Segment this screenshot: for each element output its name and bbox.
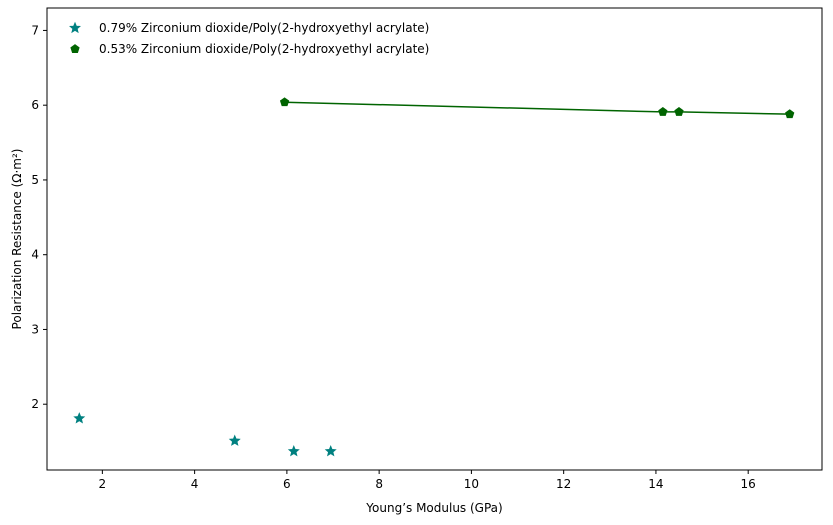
x-tick-label: 14 [648, 477, 663, 491]
data-point [785, 109, 795, 119]
data-point [287, 445, 300, 457]
x-axis: 2 4 6 8 10 12 14 16 [99, 470, 756, 491]
x-tick-label: 2 [99, 477, 107, 491]
plot-area [73, 97, 795, 457]
y-tick-label: 4 [31, 248, 39, 262]
y-axis-title: Polarization Resistance (Ω·m²) [10, 149, 24, 330]
x-tick-label: 6 [283, 477, 291, 491]
data-point [674, 107, 684, 116]
y-tick-label: 3 [31, 322, 39, 336]
data-point [324, 445, 337, 457]
data-point [73, 412, 86, 424]
y-tick-label: 6 [31, 98, 39, 112]
data-point [658, 107, 668, 116]
plot-frame [46, 7, 823, 471]
y-tick-label: 2 [31, 397, 39, 411]
legend-label: 0.53% Zirconium dioxide/Poly(2-hydroxyet… [99, 42, 429, 56]
data-point [279, 97, 290, 107]
x-tick-label: 4 [191, 477, 199, 491]
legend-label: 0.79% Zirconium dioxide/Poly(2-hydroxyet… [99, 21, 429, 35]
x-tick-label: 12 [556, 477, 571, 491]
x-tick-label: 16 [741, 477, 756, 491]
y-tick-label: 5 [31, 173, 39, 187]
y-axis: 2 3 4 5 6 7 [31, 23, 47, 411]
x-tick-label: 8 [375, 477, 383, 491]
legend-marker [69, 21, 81, 34]
y-tick-label: 7 [31, 23, 39, 37]
legend: 0.79% Zirconium dioxide/Poly(2-hydroxyet… [69, 21, 429, 56]
x-tick-label: 10 [464, 477, 479, 491]
series-line [284, 101, 790, 115]
data-point [228, 434, 241, 446]
x-axis-title: Young’s Modulus (GPa) [365, 501, 502, 515]
legend-marker [70, 44, 80, 53]
